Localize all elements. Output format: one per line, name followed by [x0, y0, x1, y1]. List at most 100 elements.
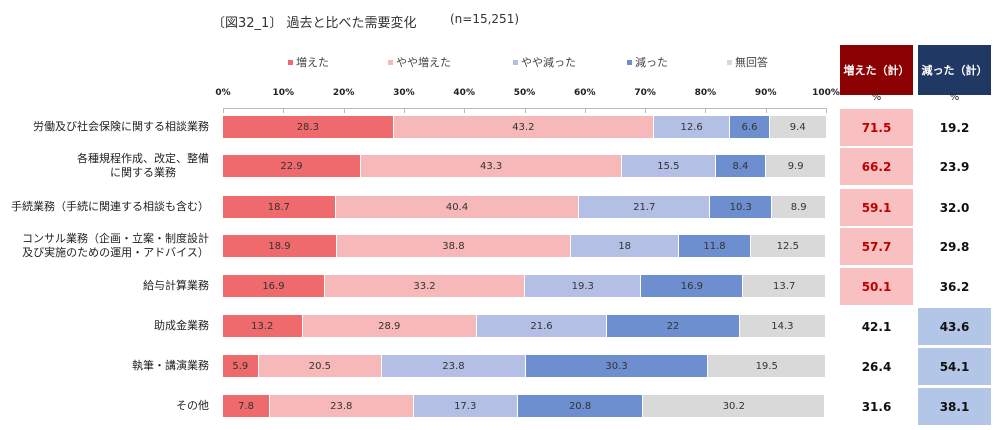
- legend-swatch: [288, 59, 293, 65]
- summary-value-decrease: 54.1: [918, 348, 991, 385]
- bar-segment: 23.8: [382, 355, 525, 377]
- legend-label: 減った: [635, 56, 668, 69]
- x-tick-label: 50%: [513, 88, 536, 98]
- bar-segment: 17.3: [413, 395, 517, 417]
- bar-segment: 38.8: [336, 235, 570, 257]
- bar-segment: 15.5: [622, 155, 715, 177]
- summary-value-increase: 31.6: [861, 399, 892, 414]
- category-label: 執筆・講演業務: [132, 359, 209, 372]
- legend-item: 無回答: [727, 54, 768, 70]
- bar-segment: 8.9: [772, 196, 825, 218]
- bar-segment: 20.5: [258, 355, 382, 377]
- x-tick-mark: [223, 108, 224, 113]
- category-label: コンサル業務（企画・立案・制度設計 及び実施のための運用・アドバイス）: [22, 232, 209, 259]
- category-label: 各種規程作成、改定、整備 に関する業務: [77, 152, 209, 179]
- x-tick-mark: [705, 108, 707, 113]
- category-label: 手続業務（手続に関連する相談も含む）: [11, 200, 209, 213]
- summary-value-increase: 66.2: [840, 148, 913, 185]
- x-tick-label: 60%: [574, 88, 596, 98]
- summary-value-decrease: 43.6: [918, 308, 991, 345]
- bar-segment: 43.2: [393, 116, 654, 138]
- bar-segment: 12.5: [750, 235, 825, 257]
- category-label: その他: [176, 399, 209, 412]
- summary-value-decrease: 36.2: [939, 279, 970, 294]
- bar-segment: 43.3: [361, 155, 622, 177]
- bar-segment: 40.4: [335, 196, 579, 218]
- bar-segment: 19.3: [525, 275, 641, 297]
- legend-label: やや増えた: [396, 56, 451, 69]
- bar-segment: 8.4: [715, 155, 766, 177]
- x-tick-mark: [283, 108, 285, 113]
- bar-segment: 22.9: [223, 155, 361, 177]
- bar-segment: 9.4: [769, 116, 826, 138]
- bar-segment: 30.3: [525, 355, 708, 377]
- legend-item: 減った: [627, 54, 668, 70]
- summary-value-increase: 42.1: [861, 319, 892, 334]
- x-tick-mark: [645, 108, 647, 113]
- x-tick-label: 30%: [393, 88, 415, 98]
- legend-item: やや減った: [513, 54, 576, 70]
- bar-segment: 5.9: [223, 355, 258, 377]
- summary-value-decrease: 38.1: [918, 388, 991, 425]
- bar-segment: 28.3: [223, 116, 393, 138]
- x-tick-label: 70%: [634, 88, 656, 98]
- chart-title: 〔図32_1〕 過去と比べた需要変化: [212, 16, 417, 31]
- bar-segment: 6.6: [730, 116, 769, 138]
- x-tick-label: 100%: [812, 88, 840, 98]
- bar-segment: 18.9: [223, 235, 336, 257]
- legend-label: 無回答: [735, 56, 768, 69]
- legend-item: 増えた: [288, 54, 329, 70]
- summary-value-decrease: 32.0: [939, 200, 970, 215]
- sample-size: (n=15,251): [450, 12, 520, 26]
- bar-segment: 12.6: [654, 116, 730, 138]
- category-label: 助成金業務: [154, 319, 209, 332]
- legend-label: やや減った: [521, 56, 576, 69]
- bar-segment: 21.6: [476, 315, 607, 337]
- legend-swatch: [627, 59, 632, 65]
- bar-segment: 16.9: [223, 275, 324, 297]
- bar-segment: 19.5: [708, 355, 825, 377]
- x-tick-label: 80%: [694, 88, 717, 98]
- x-tick-mark: [464, 108, 466, 113]
- bar-segment: 13.7: [743, 275, 825, 297]
- summary-value-decrease: 23.9: [939, 159, 970, 174]
- bar-segment: 11.8: [679, 235, 750, 257]
- summary-value-decrease: 19.2: [939, 120, 970, 135]
- bar-segment: 21.7: [579, 196, 710, 218]
- summary-value-increase: 71.5: [840, 109, 913, 146]
- bar-segment: 23.8: [270, 395, 413, 417]
- legend-label: 増えた: [296, 56, 329, 69]
- bar-segment: 22: [607, 315, 739, 337]
- summary-value-increase: 26.4: [861, 359, 892, 374]
- x-tick-label: 0%: [215, 88, 231, 98]
- legend-swatch: [727, 59, 732, 65]
- summary-unit-decrease: %: [949, 92, 960, 103]
- bar-segment: 28.9: [302, 315, 476, 337]
- summary-value-increase: 59.1: [840, 189, 913, 226]
- x-tick-mark: [524, 108, 526, 113]
- legend-swatch: [388, 59, 393, 65]
- x-tick-label: 20%: [332, 88, 355, 98]
- x-tick-mark: [403, 108, 405, 113]
- bar-segment: 18: [570, 235, 679, 257]
- bar-segment: 20.8: [517, 395, 643, 417]
- legend-item: やや増えた: [388, 54, 451, 70]
- bar-segment: 9.9: [766, 155, 825, 177]
- bar-segment: 16.9: [641, 275, 743, 297]
- bar-segment: 14.3: [739, 315, 825, 337]
- summary-value-increase: 50.1: [840, 268, 913, 305]
- category-label: 労働及び社会保険に関する相談業務: [33, 120, 209, 133]
- summary-value-increase: 57.7: [840, 228, 913, 265]
- bar-segment: 7.8: [223, 395, 270, 417]
- bar-segment: 10.3: [710, 196, 772, 218]
- legend-swatch: [513, 59, 518, 65]
- summary-value-decrease: 29.8: [939, 239, 970, 254]
- summary-header-decrease: 減った（計）: [918, 45, 991, 95]
- x-tick-mark: [584, 108, 586, 113]
- summary-header-increase: 増えた（計）: [840, 45, 913, 95]
- x-tick-mark: [765, 108, 767, 113]
- x-tick-label: 10%: [272, 88, 295, 98]
- bar-segment: 30.2: [643, 395, 825, 417]
- bar-segment: 18.7: [223, 196, 335, 218]
